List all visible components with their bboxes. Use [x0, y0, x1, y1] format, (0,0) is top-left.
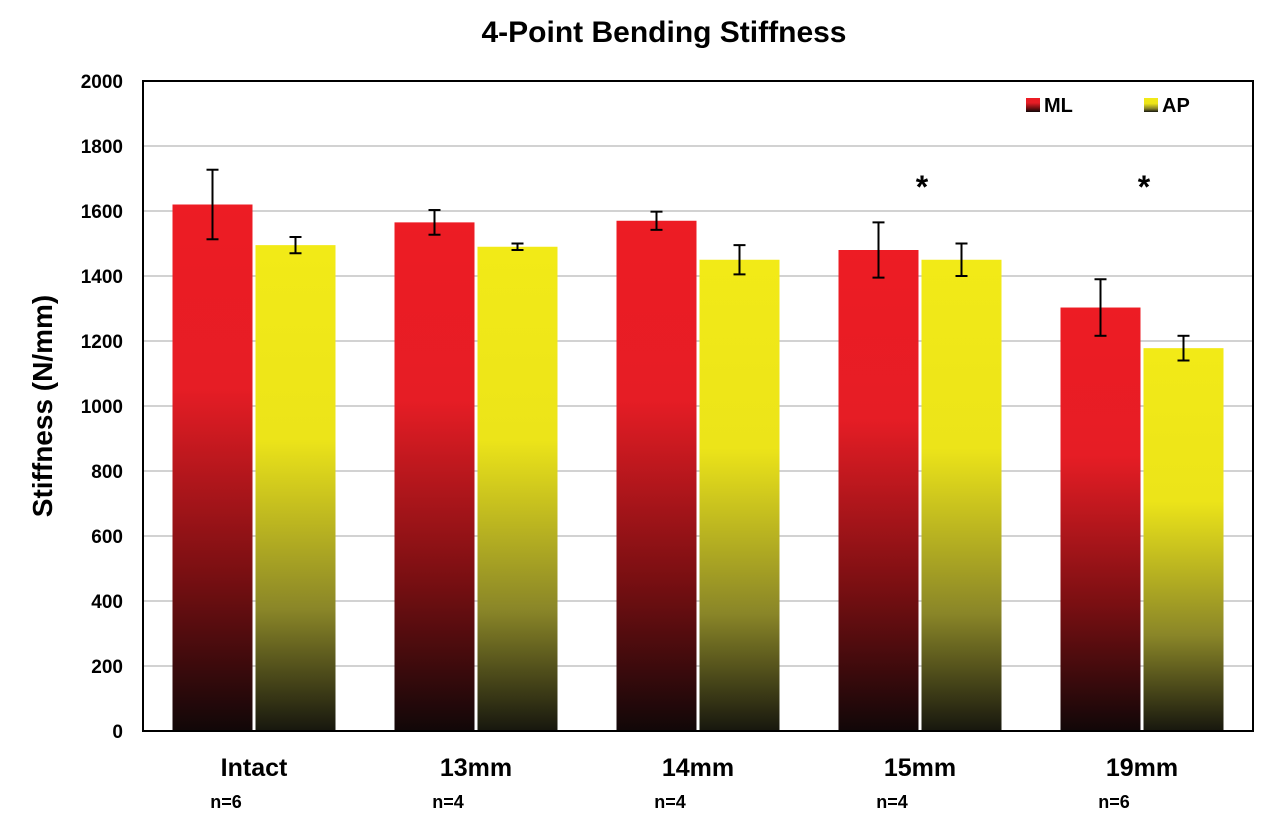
bar-ap-14mm: [699, 259, 780, 731]
y-axis-label: Stiffness (N/mm): [27, 295, 58, 517]
x-tick-label: 13mm: [440, 754, 512, 782]
legend-label-ap: AP: [1162, 95, 1190, 117]
bar-ml-15mm: [838, 250, 919, 731]
significance-star: *: [916, 169, 929, 205]
legend-swatch-ap: [1144, 98, 1158, 112]
y-tick-labels: 0 200 400 600 800 1000 1200 1400 1600 1800 2000: [81, 72, 123, 743]
sample-size-label: n=6: [210, 792, 242, 812]
bar-ap-13mm: [477, 246, 558, 731]
y-tick-label: 0: [112, 722, 123, 743]
significance-markers: * *: [916, 169, 1151, 205]
bar-ml-19mm: [1060, 307, 1141, 731]
x-tick-label: 14mm: [662, 754, 734, 782]
legend-swatch-ml: [1026, 98, 1040, 112]
sample-size-label: n=4: [432, 792, 464, 812]
x-tick-label: 19mm: [1106, 754, 1178, 782]
sample-size-label: n=6: [1098, 792, 1130, 812]
bar-ml-14mm: [616, 220, 697, 731]
bars: [172, 204, 1224, 731]
y-tick-label: 2000: [81, 72, 123, 93]
bar-ap-intact: [255, 245, 336, 731]
significance-star: *: [1138, 169, 1151, 205]
y-tick-label: 400: [91, 592, 123, 613]
legend-label-ml: ML: [1044, 95, 1073, 117]
y-tick-label: 1600: [81, 202, 123, 223]
bar-ap-19mm: [1143, 348, 1224, 731]
bar-ml-13mm: [394, 222, 475, 731]
error-bars: [206, 168, 1190, 362]
chart-title: 4-Point Bending Stiffness: [481, 16, 846, 49]
legend: ML AP: [1026, 95, 1190, 117]
y-tick-label: 1200: [81, 332, 123, 353]
x-tick-label: 15mm: [884, 754, 956, 782]
x-tick-labels: Intact n=6 13mm n=4 14mm n=4 15mm n=4 19mm n=6: [210, 754, 1178, 812]
y-tick-label: 600: [91, 527, 123, 548]
y-tick-label: 1800: [81, 137, 123, 158]
sample-size-label: n=4: [876, 792, 908, 812]
y-tick-label: 1400: [81, 267, 123, 288]
y-tick-label: 800: [91, 462, 123, 483]
sample-size-label: n=4: [654, 792, 686, 812]
bar-ap-15mm: [921, 259, 1002, 731]
y-tick-label: 1000: [81, 397, 123, 418]
y-tick-label: 200: [91, 657, 123, 678]
bar-ml-intact: [172, 204, 253, 731]
plot-area: [142, 80, 1254, 732]
x-tick-label: Intact: [221, 754, 288, 782]
